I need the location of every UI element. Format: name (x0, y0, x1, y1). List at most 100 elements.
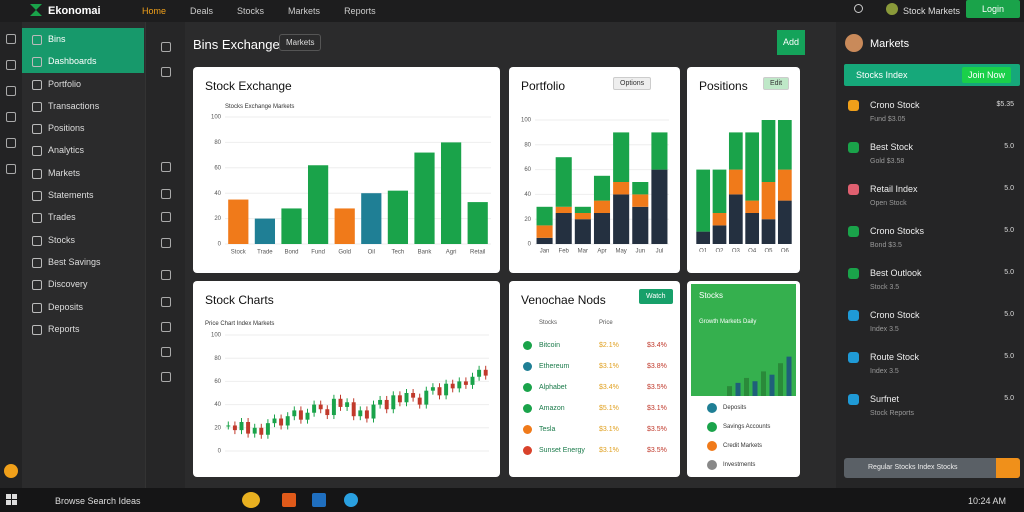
card-title: Stock Exchange (205, 79, 292, 93)
tool-icon (161, 347, 171, 357)
candle (325, 409, 330, 416)
y-tick-label: 40 (214, 191, 221, 197)
bar-segment (613, 182, 630, 195)
watch-button[interactable]: Watch (639, 289, 673, 304)
bar-segment (651, 169, 668, 244)
x-tick-label: Q1 (699, 249, 708, 252)
x-tick-label: Q5 (764, 249, 773, 252)
bar (361, 193, 382, 244)
column-header: Stocks (539, 320, 558, 326)
cell: Sunset Energy (539, 447, 585, 454)
market-item: Best Outlook Stock 3.5 5.0 (836, 265, 1024, 307)
nav-item: Stocks (237, 6, 265, 16)
x-tick-label: Apr (597, 249, 606, 255)
item-sub: Index 3.5 (870, 368, 899, 375)
menu-item: Bins (22, 28, 144, 51)
search-icon[interactable] (854, 4, 863, 13)
chart: Q1 Q2 Q3 Q4 Q5 Q6 (696, 120, 792, 252)
help-icon[interactable] (4, 464, 18, 478)
candle (272, 418, 277, 424)
tool-rail (145, 22, 185, 488)
candle (364, 410, 369, 419)
x-tick-label: Retail (470, 250, 485, 256)
x-tick-label: Bank (418, 250, 433, 256)
chart (727, 356, 792, 396)
app-icon[interactable] (242, 492, 260, 508)
candle (298, 410, 303, 420)
candle (404, 393, 409, 403)
rail-icon (6, 60, 16, 70)
candle (239, 422, 244, 431)
app-icon[interactable] (312, 493, 326, 507)
item-name: Crono Stocks (870, 226, 925, 236)
bar-segment (777, 200, 792, 244)
add-button[interactable]: Add (777, 30, 805, 55)
y-tick-label: 40 (524, 192, 531, 198)
item-icon (848, 142, 859, 153)
tool-icon (161, 189, 171, 199)
candle (232, 425, 237, 431)
menu-item: Trades (22, 206, 144, 228)
dropdown[interactable]: Markets (279, 34, 322, 51)
item-value: 5.0 (1004, 269, 1014, 276)
item-value: 5.0 (1004, 353, 1014, 360)
candle (463, 381, 468, 385)
item-icon (707, 422, 717, 432)
x-tick-label: Oil (368, 250, 375, 256)
footer-button[interactable] (996, 458, 1020, 478)
bar (414, 152, 435, 244)
bar-segment (555, 213, 572, 244)
search-box[interactable]: Browse Search Ideas (55, 496, 141, 506)
candle (351, 402, 356, 417)
options-button[interactable]: Options (613, 77, 652, 90)
cell: Tesla (539, 426, 556, 433)
row-icon (523, 446, 532, 455)
bar (727, 386, 732, 396)
bar-segment (536, 206, 553, 226)
card-title: Portfolio (521, 79, 566, 93)
bar-segment (574, 206, 591, 213)
menu-item: Positions (22, 117, 144, 139)
nav-item: Reports (344, 6, 376, 16)
logo: Ekonomai (48, 5, 101, 17)
item-icon (848, 226, 859, 237)
tool-icon (161, 297, 171, 307)
candle (371, 404, 376, 419)
tool-icon (161, 238, 171, 248)
cell: $3.5% (647, 447, 667, 454)
candle (279, 418, 284, 426)
right-panel: Markets Stocks Index Join Now Crono Stoc… (836, 22, 1024, 488)
candle (252, 427, 257, 434)
market-list: Crono Stock Fund $3.05 $5.35 Best Stock Gold… (836, 97, 1024, 433)
cell: $3.1% (599, 363, 619, 370)
card-title: Stock Charts (205, 293, 274, 307)
bar (744, 377, 749, 396)
market-item: Surfnet Stock Reports 5.0 (836, 391, 1024, 433)
market-item: Crono Stocks Bond $3.5 5.0 (836, 223, 1024, 265)
login-button[interactable]: Login (966, 0, 1020, 18)
bar-segment (712, 225, 727, 244)
candle (292, 410, 297, 417)
nav: Home Deals Stocks Markets Reports (142, 6, 400, 16)
start-button[interactable] (6, 494, 17, 505)
banner: Stocks Index Join Now (844, 64, 1020, 86)
item-sub: Stock Reports (870, 410, 914, 417)
app-icon[interactable] (344, 493, 358, 507)
menu-item: Deposits (22, 296, 144, 318)
x-tick-label: Jul (656, 249, 664, 255)
join-button[interactable]: Join Now (962, 67, 1012, 83)
candle (259, 427, 264, 435)
cell: Amazon (539, 405, 565, 412)
nav-item: Home (142, 6, 167, 16)
row-icon (523, 341, 532, 350)
tool-icon (161, 67, 171, 77)
candle (417, 397, 422, 405)
bar-segment (777, 169, 792, 201)
candle (457, 381, 462, 389)
edit-button[interactable]: Edit (763, 77, 790, 90)
candle (312, 404, 317, 413)
bar-segment (536, 225, 553, 238)
app-icon[interactable] (282, 493, 296, 507)
bar-segment (712, 169, 727, 213)
positions-card: Positions Edit Q1 Q2 Q3 Q4 Q5 Q6 (687, 67, 800, 273)
